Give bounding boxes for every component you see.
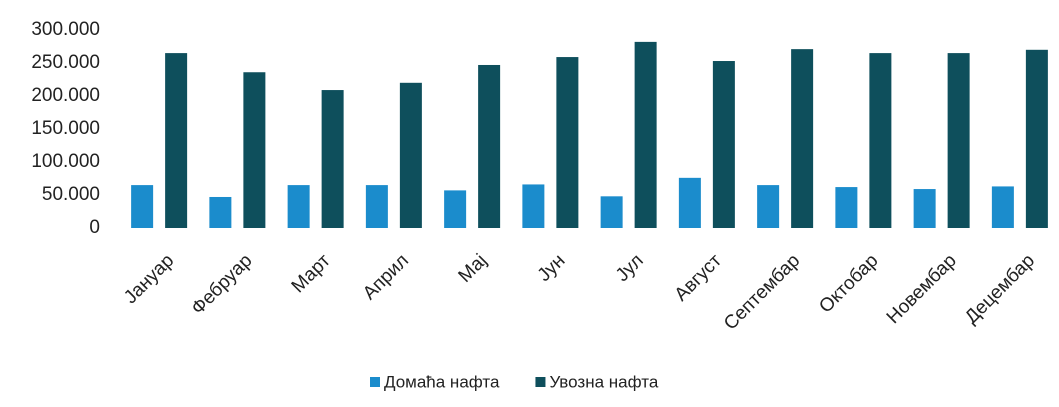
bar (712, 61, 735, 228)
bar (522, 184, 545, 228)
bar (869, 53, 892, 228)
x-tick-label: Септембар (720, 250, 804, 334)
bar (991, 186, 1014, 228)
bar (556, 57, 579, 229)
bar (399, 82, 422, 228)
x-tick-label: Август (671, 250, 726, 305)
y-tick-label: 100.000 (31, 151, 100, 172)
bar (947, 53, 970, 228)
x-tick-label: Новембар (883, 250, 961, 328)
bar (913, 189, 936, 228)
legend-label: Домаћа нафта (384, 372, 500, 391)
legend-swatch (535, 377, 546, 387)
x-tick-label: Јануар (120, 250, 178, 308)
bar (1025, 49, 1048, 228)
x-tick-label: Октобар (815, 250, 882, 317)
bar (678, 177, 701, 228)
x-tick-label: Мај (455, 250, 492, 287)
bar (634, 41, 657, 228)
bar (791, 49, 814, 228)
x-tick-label: Март (288, 250, 335, 297)
legend-label: Увозна нафта (549, 372, 658, 391)
bar (243, 72, 266, 229)
bar (365, 185, 388, 228)
x-tick-label: Јун (534, 250, 570, 286)
x-tick-label: Јул (612, 250, 648, 286)
bar (600, 196, 623, 228)
bar (209, 196, 232, 228)
bar (478, 64, 501, 228)
bar (131, 185, 154, 228)
legend-swatch (370, 377, 380, 387)
bar (287, 185, 310, 228)
bar (835, 187, 858, 228)
x-tick-label: Април (359, 250, 413, 304)
y-tick-label: 50.000 (42, 184, 100, 205)
bar (757, 185, 780, 228)
y-tick-label: 250.000 (31, 52, 100, 73)
bar (321, 90, 344, 228)
bar (165, 53, 188, 228)
x-tick-label: Фебруар (188, 250, 257, 319)
y-tick-label: 300.000 (31, 19, 100, 40)
bar (444, 190, 467, 228)
y-tick-label: 150.000 (31, 118, 100, 139)
x-tick-label: Децембар (961, 250, 1039, 328)
y-tick-label: 200.000 (31, 85, 100, 106)
y-tick-label: 0 (89, 217, 100, 238)
